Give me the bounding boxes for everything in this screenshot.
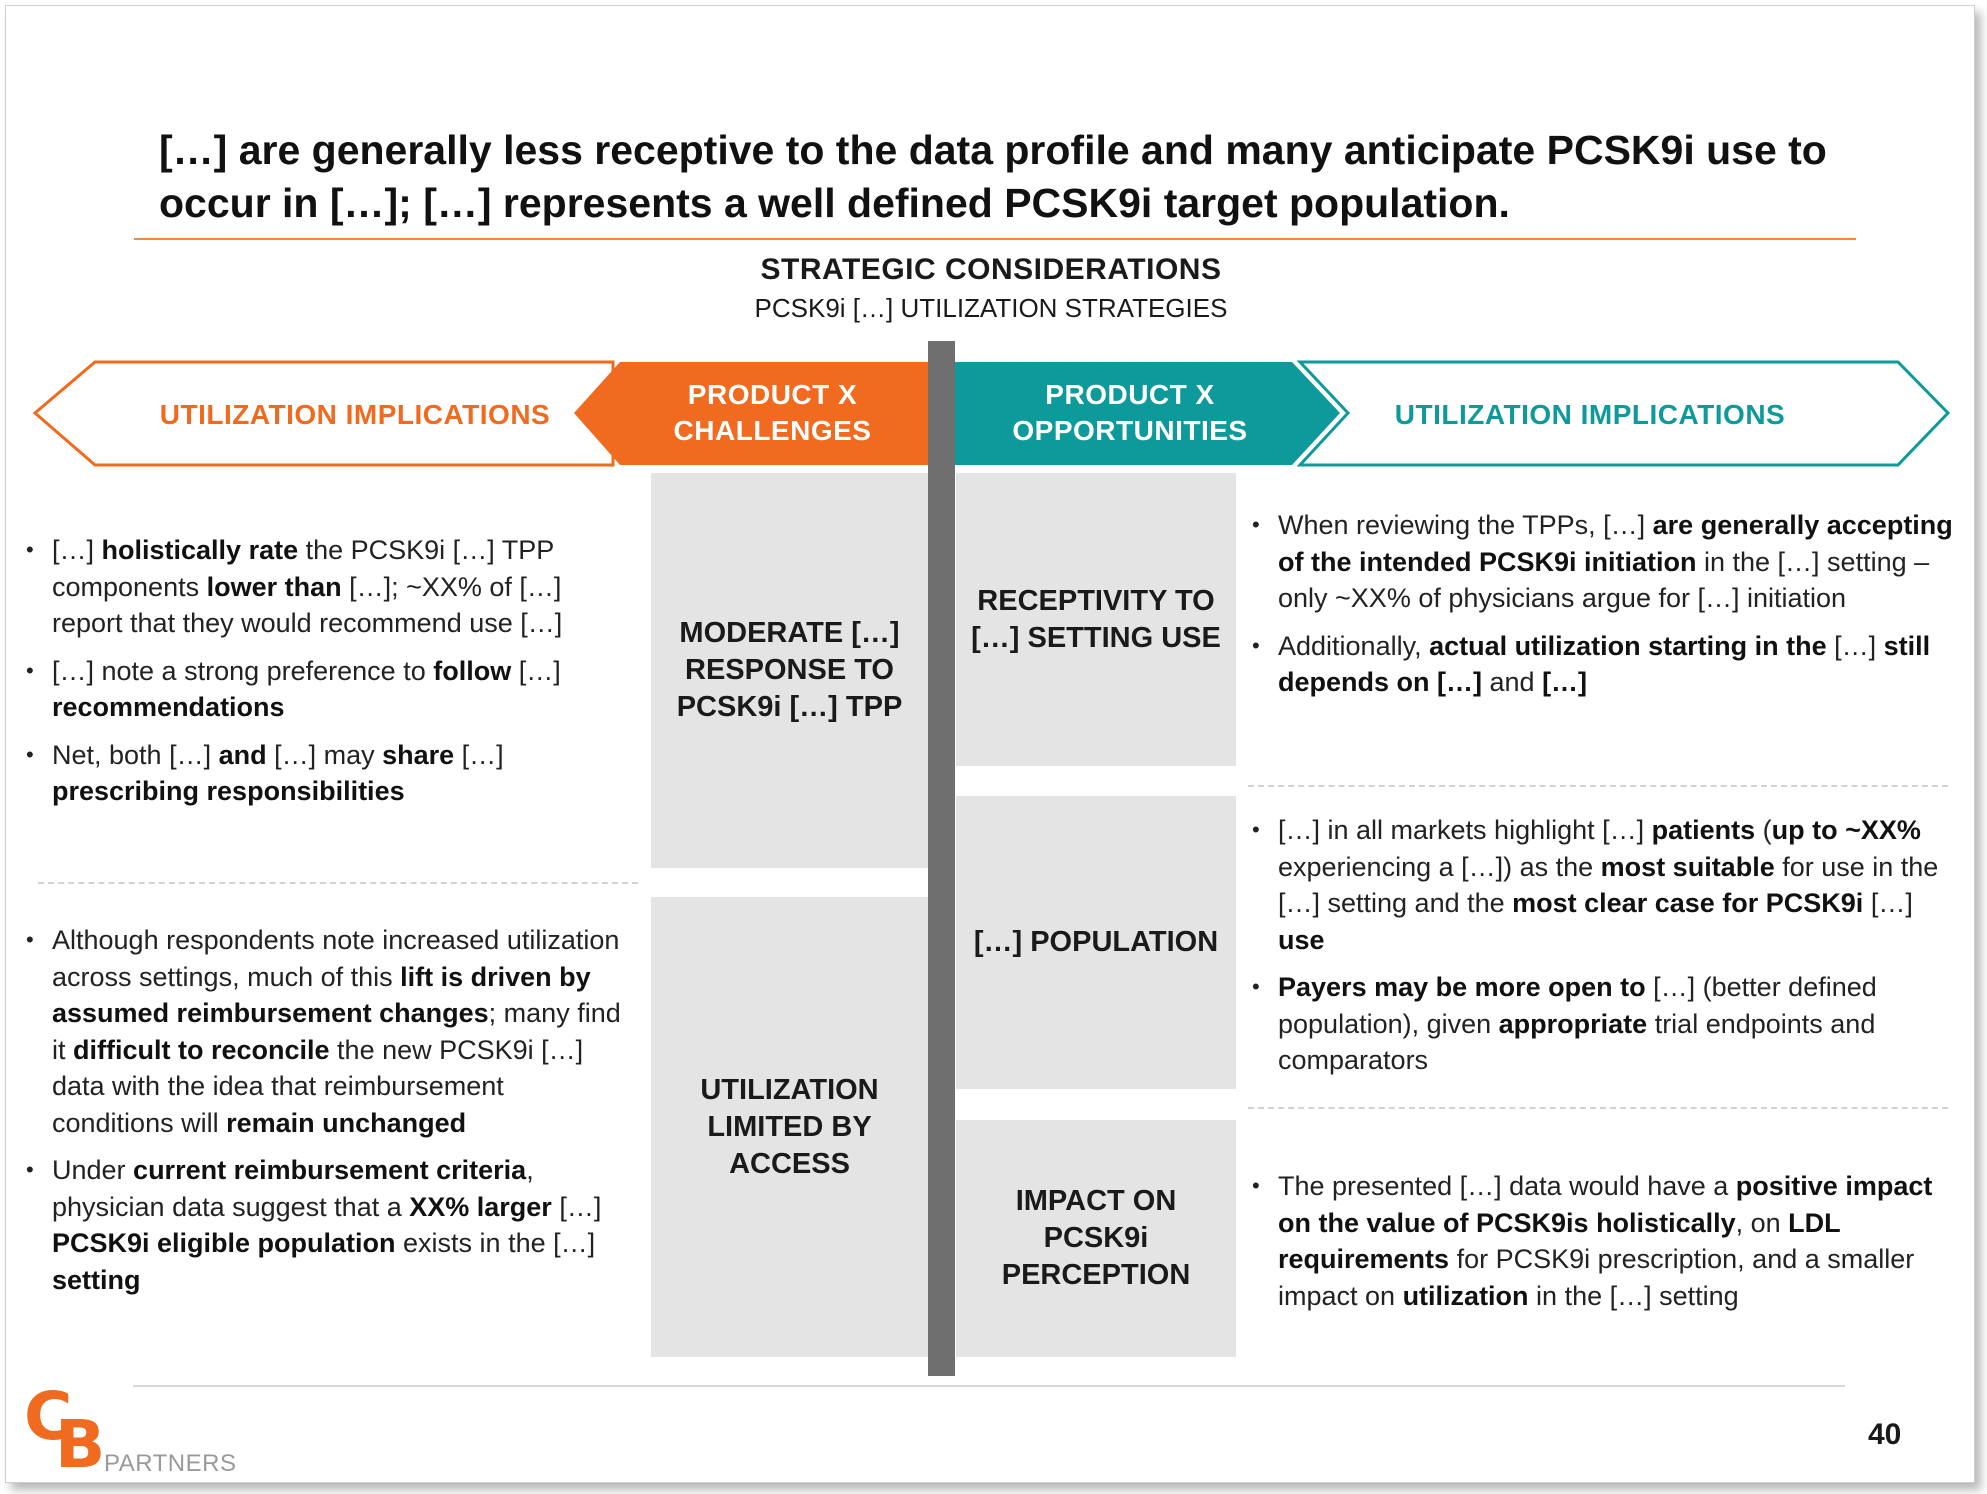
- bullet-bold-text: lift is driven by assumed reimbursement …: [52, 961, 591, 1029]
- bullet-text: ; many find it: [52, 998, 621, 1065]
- bullet-bold-text: XX% larger: [409, 1191, 552, 1222]
- bullet-text: […]: [52, 535, 102, 565]
- bullet-text: , physician data suggest that a: [52, 1155, 534, 1222]
- bullet-text: for PCSK9i prescription, and a smaller i…: [1278, 1244, 1915, 1311]
- bullet-text: experiencing a […]) as the: [1278, 851, 1601, 882]
- left-bullets-group-2: Although respondents note increased util…: [24, 922, 626, 1309]
- right-bullets-group-2: […] in all markets highlight […] patient…: [1250, 812, 1960, 1090]
- bullet-text: , on: [1735, 1207, 1789, 1238]
- bullet-bold-text: difficult to reconcile: [73, 1034, 330, 1065]
- bullet-text: The presented […] data would have a: [1278, 1171, 1736, 1201]
- section-subheading: PCSK9i […] UTILIZATION STRATEGIES: [754, 293, 1228, 323]
- bullet-item: […] in all markets highlight […] patient…: [1250, 812, 1960, 958]
- opportunities-label: PRODUCT X OPPORTUNITIES: [1012, 379, 1248, 446]
- bullet-text: in the […] setting – only ~XX% of physic…: [1278, 546, 1930, 614]
- bullet-bold-text: positive impact on the value of PCSK9is …: [1278, 1171, 1933, 1238]
- opportunity-box-population: […] POPULATION: [956, 796, 1236, 1089]
- bullet-text: […]: [454, 739, 504, 770]
- bullet-bold-text: use: [1278, 924, 1325, 955]
- bullet-bold-text: most suitable: [1600, 851, 1775, 882]
- bullet-bold-text: current reimbursement criteria: [133, 1155, 527, 1185]
- bullet-bold-text: up to ~XX%: [1771, 815, 1921, 845]
- bullet-item: Net, both […] and […] may share […] pres…: [24, 737, 626, 810]
- right-dashed-separator-2: [1248, 1107, 1948, 1109]
- bullet-bold-text: are generally accepting of the intended …: [1278, 510, 1953, 577]
- bullet-item: The presented […] data would have a posi…: [1250, 1168, 1960, 1314]
- left-bullets-group-1: […] holistically rate the PCSK9i […] TPP…: [24, 532, 626, 821]
- bullet-text: exists in the […]: [395, 1228, 596, 1258]
- bullet-bold-text: patients: [1651, 815, 1756, 845]
- challenge-box-moderate-response: MODERATE […] RESPONSE TO PCSK9i […] TPP: [651, 473, 928, 868]
- bullet-text: in the […] setting: [1528, 1280, 1739, 1311]
- slide-title: […] are generally less receptive to the …: [159, 127, 1827, 226]
- bullet-bold-text: […]: [1542, 667, 1588, 697]
- left-dashed-separator: [38, 882, 638, 884]
- bullet-item: […] note a strong preference to follow […: [24, 653, 626, 726]
- bullet-text: […]; ~XX% of […] report that they would …: [52, 571, 563, 639]
- bullet-text: […]: [551, 1191, 602, 1222]
- bullet-bold-text: recommendations: [52, 692, 285, 722]
- right-bullets-group-1: When reviewing the TPPs, […] are general…: [1250, 507, 1960, 712]
- bullet-bold-text: LDL requirements: [1278, 1207, 1841, 1275]
- bullet-bold-text: still depends on […]: [1278, 630, 1931, 698]
- opportunity-box-receptivity: RECEPTIVITY TO […] SETTING USE: [956, 473, 1236, 766]
- cb-partners-logo: C B PARTNERS: [24, 1378, 264, 1483]
- bullet-text: the PCSK9i […] TPP components: [52, 535, 554, 602]
- bullet-text: trial endpoints and comparators: [1278, 1008, 1876, 1076]
- bullet-bold-text: share: [382, 739, 455, 770]
- title-underline: [134, 238, 1856, 240]
- bullet-item: Payers may be more open to […] (better d…: [1250, 969, 1960, 1079]
- bullet-bold-text: and: [218, 739, 267, 770]
- bullet-text: […]: [1826, 630, 1884, 661]
- right-dashed-separator-1: [1248, 785, 1948, 787]
- logo-text: PARTNERS: [104, 1450, 237, 1477]
- center-divider: [928, 341, 955, 1376]
- bullet-text: Net, both […]: [52, 739, 219, 770]
- bullet-item: When reviewing the TPPs, […] are general…: [1250, 507, 1960, 617]
- logo-mark-c: C: [24, 1378, 73, 1455]
- bullet-text: Additionally,: [1278, 630, 1430, 661]
- bullet-bold-text: lower than: [206, 571, 342, 602]
- bullet-text: […]: [511, 655, 561, 686]
- left-implications-label: UTILIZATION IMPLICATIONS: [159, 399, 551, 430]
- bullet-item: […] holistically rate the PCSK9i […] TPP…: [24, 532, 626, 642]
- bullet-bold-text: utilization: [1402, 1280, 1529, 1311]
- section-heading: STRATEGIC CONSIDERATIONS: [760, 253, 1222, 286]
- right-implications-label: UTILIZATION IMPLICATIONS: [1394, 399, 1786, 430]
- bullet-bold-text: remain unchanged: [226, 1107, 467, 1138]
- bullet-text: and: [1482, 667, 1543, 697]
- bullet-text: for use in the […] setting and the: [1278, 851, 1939, 919]
- bullet-text: […] (better defined population), given: [1278, 972, 1877, 1039]
- bullet-bold-text: PCSK9i eligible population: [52, 1228, 396, 1258]
- bullet-text: […] in all markets highlight […]: [1278, 815, 1652, 845]
- bullet-text: […] may: [266, 739, 383, 770]
- bullet-item: Additionally, actual utilization startin…: [1250, 628, 1960, 701]
- bullet-bold-text: holistically rate: [101, 535, 299, 565]
- challenge-box-access: UTILIZATION LIMITED BY ACCESS: [651, 897, 928, 1357]
- bullet-text: the new PCSK9i […] data with the idea th…: [52, 1034, 584, 1138]
- challenges-label: PRODUCT X CHALLENGES: [673, 379, 872, 446]
- bullet-text: (: [1755, 815, 1772, 845]
- page-number: 40: [1868, 1418, 1902, 1451]
- bullet-bold-text: most clear case for PCSK9i: [1512, 888, 1864, 918]
- bullet-text: Although respondents note increased util…: [52, 925, 620, 992]
- bullet-bold-text: appropriate: [1498, 1008, 1648, 1039]
- bullet-bold-text: follow: [433, 655, 512, 686]
- footer-rule: [133, 1385, 1845, 1387]
- bullet-item: Under current reimbursement criteria, ph…: [24, 1152, 626, 1298]
- bullet-bold-text: Payers may be more open to: [1278, 972, 1646, 1002]
- bullet-bold-text: actual utilization starting in the: [1429, 630, 1827, 661]
- bullet-item: Although respondents note increased util…: [24, 922, 626, 1141]
- bullet-bold-text: setting: [52, 1264, 141, 1295]
- right-bullets-group-3: The presented […] data would have a posi…: [1250, 1168, 1960, 1325]
- logo-mark-b: B: [55, 1406, 106, 1483]
- opportunity-box-perception: IMPACT ON PCSK9i PERCEPTION: [956, 1120, 1236, 1357]
- bullet-bold-text: prescribing responsibilities: [52, 776, 405, 806]
- bullet-text: […] note a strong preference to: [52, 655, 434, 686]
- bullet-text: When reviewing the TPPs, […]: [1278, 510, 1653, 540]
- bullet-text: […]: [1863, 888, 1913, 918]
- bullet-text: Under: [52, 1155, 134, 1185]
